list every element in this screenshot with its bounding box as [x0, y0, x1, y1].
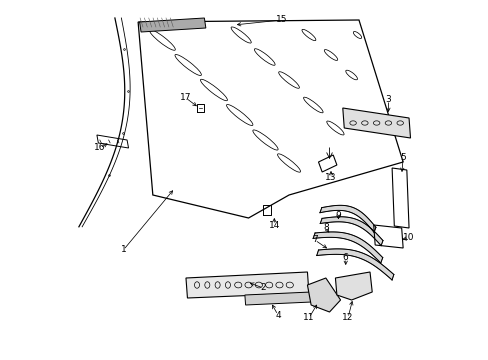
- Text: 7: 7: [311, 235, 317, 244]
- Text: 9: 9: [335, 211, 341, 220]
- Polygon shape: [335, 272, 371, 300]
- Text: 13: 13: [325, 174, 336, 183]
- Text: 6: 6: [342, 253, 348, 262]
- Polygon shape: [320, 217, 382, 246]
- Polygon shape: [342, 108, 409, 138]
- Text: 1: 1: [120, 246, 126, 255]
- Text: 14: 14: [268, 220, 280, 230]
- Polygon shape: [307, 278, 340, 312]
- Text: 10: 10: [403, 234, 414, 243]
- Text: 8: 8: [322, 224, 328, 233]
- Text: 12: 12: [342, 314, 353, 323]
- Text: 15: 15: [275, 15, 287, 24]
- Polygon shape: [244, 292, 311, 305]
- Text: 5: 5: [400, 153, 405, 162]
- Polygon shape: [312, 232, 382, 263]
- Polygon shape: [185, 272, 308, 298]
- Text: 4: 4: [275, 310, 280, 320]
- Text: 2: 2: [260, 284, 265, 292]
- Text: 17: 17: [180, 94, 191, 103]
- Polygon shape: [139, 18, 205, 32]
- Text: 16: 16: [94, 144, 105, 153]
- Text: 11: 11: [303, 314, 314, 323]
- Polygon shape: [319, 205, 375, 233]
- Text: 3: 3: [385, 95, 390, 104]
- Polygon shape: [316, 249, 393, 280]
